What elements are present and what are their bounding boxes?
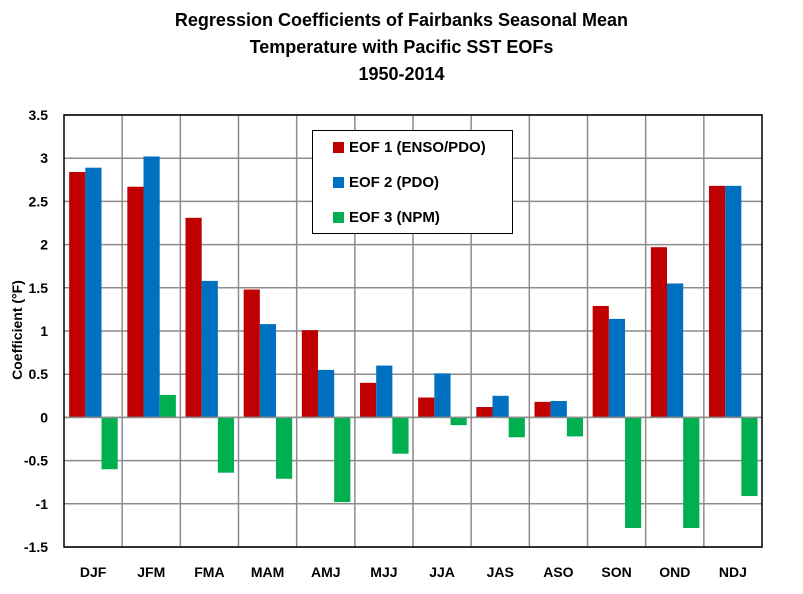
legend-label-eof1: EOF 1 (ENSO/PDO) bbox=[349, 139, 486, 156]
bar-jas-eof2 bbox=[492, 395, 509, 418]
bar-jja-eof2 bbox=[434, 373, 451, 418]
y-tick-label: -0.5 bbox=[24, 453, 48, 469]
y-tick-label: 3.5 bbox=[29, 107, 49, 123]
bar-mjj-eof1 bbox=[359, 382, 377, 418]
plot-area-border bbox=[63, 114, 763, 548]
bar-aso-eof1 bbox=[534, 401, 551, 418]
bar-jja-eof1 bbox=[418, 397, 435, 418]
x-tick-label: NDJ bbox=[719, 564, 747, 580]
y-tick-label: -1 bbox=[36, 496, 49, 512]
chart-title-line-2: Temperature with Pacific SST EOFs bbox=[249, 37, 554, 57]
y-tick-label: 0 bbox=[40, 409, 48, 425]
bar-djf-eof1 bbox=[69, 172, 86, 418]
y-tick-label: 2 bbox=[40, 237, 48, 253]
bar-son-eof2 bbox=[608, 318, 626, 418]
bar-fma-eof2 bbox=[201, 280, 218, 418]
x-tick-label: SON bbox=[601, 564, 631, 580]
bar-mam-eof3 bbox=[276, 417, 293, 479]
y-tick-label: 0.5 bbox=[29, 366, 49, 382]
legend-swatch-eof3 bbox=[333, 212, 344, 223]
bar-jja-eof3 bbox=[450, 417, 467, 426]
x-tick-label: JFM bbox=[137, 564, 165, 580]
y-tick-label: -1.5 bbox=[24, 539, 48, 555]
x-tick-label: MJJ bbox=[370, 564, 397, 580]
bar-jfm-eof1 bbox=[127, 186, 144, 418]
bar-ond-eof1 bbox=[650, 247, 668, 418]
y-tick-label: 1.5 bbox=[29, 280, 49, 296]
bar-ndj-eof2 bbox=[725, 185, 742, 418]
chart-title-line-3: 1950-2014 bbox=[358, 64, 445, 84]
bar-mjj-eof2 bbox=[376, 365, 393, 418]
y-tick-label: 1 bbox=[40, 323, 48, 339]
bar-ndj-eof3 bbox=[741, 417, 758, 497]
bar-jfm-eof2 bbox=[143, 156, 160, 418]
y-tick-label: 2.5 bbox=[29, 193, 49, 209]
bar-jas-eof3 bbox=[508, 417, 525, 438]
bar-djf-eof3 bbox=[101, 417, 118, 470]
bar-ndj-eof1 bbox=[708, 185, 726, 418]
legend-swatch-eof1 bbox=[333, 142, 344, 153]
legend-item-eof2: EOF 2 (PDO) bbox=[333, 174, 439, 191]
x-tick-label: MAM bbox=[251, 564, 284, 580]
bar-aso-eof2 bbox=[550, 400, 567, 418]
x-tick-label: DJF bbox=[80, 564, 107, 580]
legend-label-eof3: EOF 3 (NPM) bbox=[349, 209, 440, 226]
bar-son-eof1 bbox=[592, 305, 609, 418]
legend-item-eof1: EOF 1 (ENSO/PDO) bbox=[333, 139, 486, 156]
legend-swatch-eof2 bbox=[333, 177, 344, 188]
legend-item-eof3: EOF 3 (NPM) bbox=[333, 209, 440, 226]
bar-fma-eof3 bbox=[217, 417, 235, 473]
bar-son-eof3 bbox=[625, 417, 642, 528]
x-tick-label: OND bbox=[659, 564, 690, 580]
bar-jas-eof1 bbox=[476, 407, 493, 418]
bar-amj-eof1 bbox=[301, 330, 319, 418]
bar-fma-eof1 bbox=[185, 217, 202, 418]
x-tick-label: FMA bbox=[194, 564, 224, 580]
bar-mjj-eof3 bbox=[392, 417, 409, 454]
x-tick-label: ASO bbox=[543, 564, 573, 580]
bar-amj-eof3 bbox=[334, 417, 351, 503]
bar-mam-eof1 bbox=[243, 289, 260, 418]
x-tick-label: AMJ bbox=[311, 564, 341, 580]
legend-label-eof2: EOF 2 (PDO) bbox=[349, 174, 440, 191]
bar-aso-eof3 bbox=[566, 417, 584, 437]
chart-title-line-1: Regression Coefficients of Fairbanks Sea… bbox=[174, 10, 629, 30]
bar-jfm-eof3 bbox=[159, 394, 176, 418]
y-tick-label: 3 bbox=[40, 150, 48, 166]
bar-djf-eof2 bbox=[85, 167, 102, 418]
bar-ond-eof3 bbox=[683, 417, 700, 528]
legend: EOF 1 (ENSO/PDO) EOF 2 (PDO) EOF 3 (NPM) bbox=[312, 130, 513, 234]
bar-mam-eof2 bbox=[259, 324, 277, 418]
bar-ond-eof2 bbox=[667, 283, 684, 418]
y-axis-label: Coefficient (°F) bbox=[9, 280, 25, 380]
x-tick-label: JJA bbox=[429, 564, 455, 580]
bar-amj-eof2 bbox=[318, 369, 335, 418]
x-tick-label: JAS bbox=[487, 564, 514, 580]
